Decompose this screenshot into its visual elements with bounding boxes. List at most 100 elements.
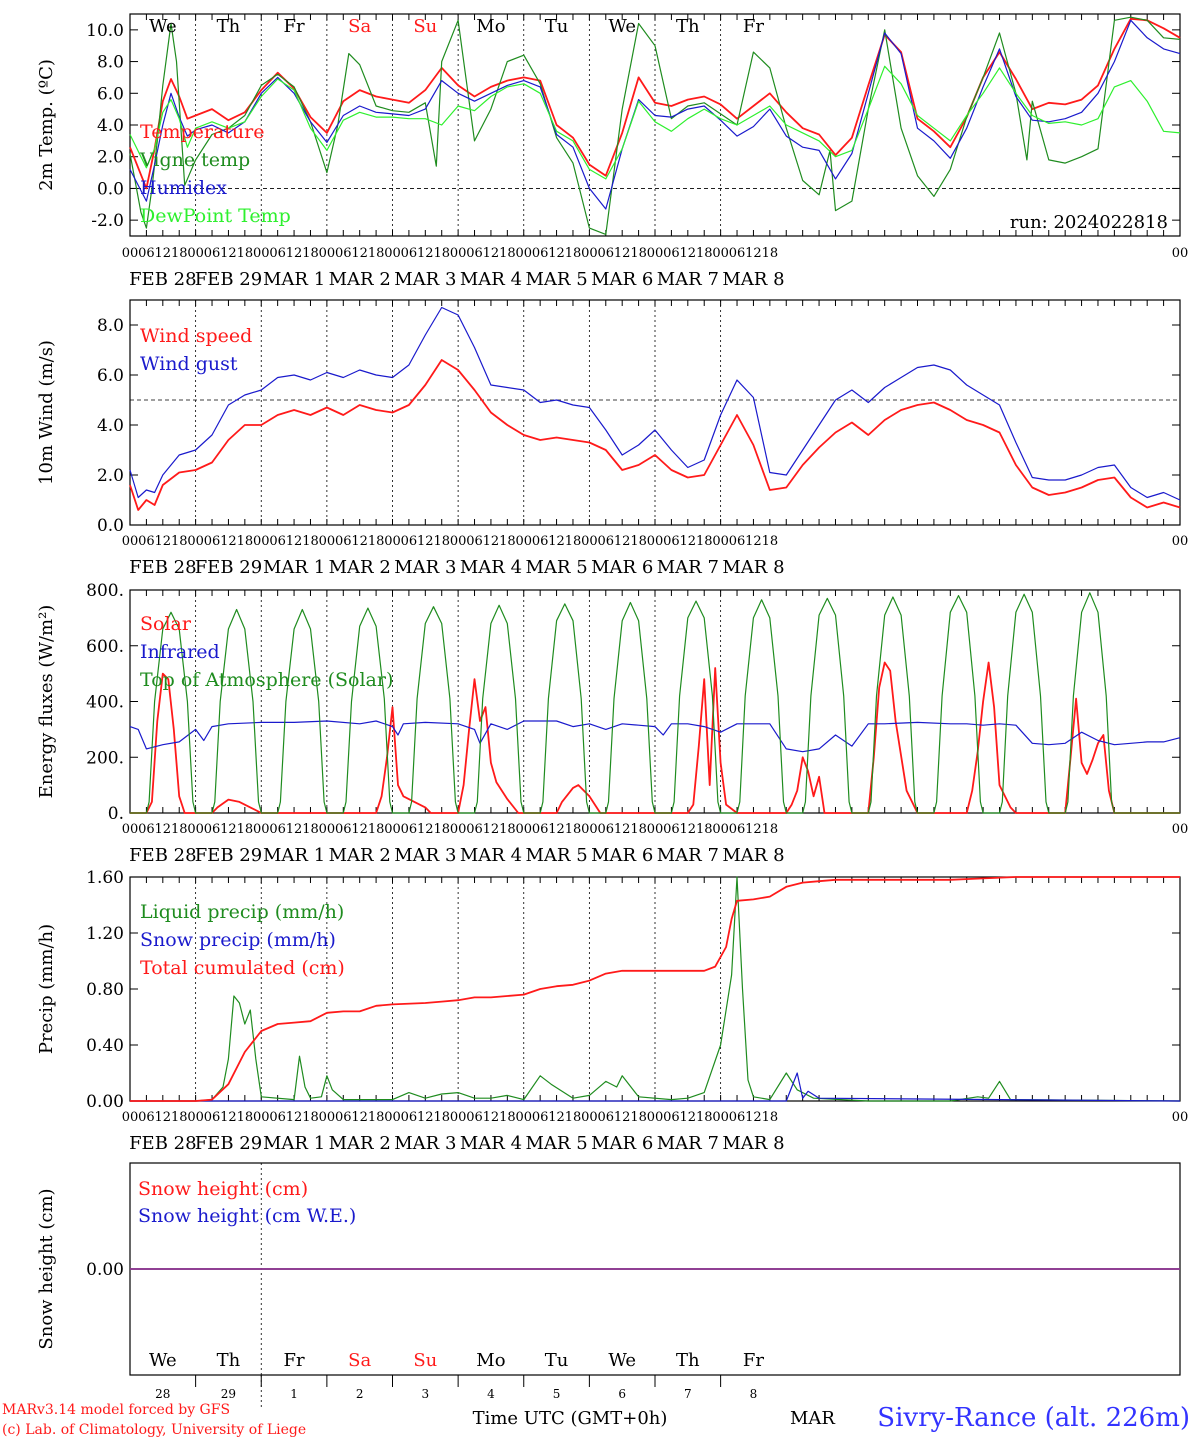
bottom-day-abbr: Tu [545,1350,569,1371]
temperature-ytick-label: 8.0 [97,53,124,73]
precip-ytick-label: 1.60 [86,868,124,888]
precip-hour-label: 12 [548,1110,565,1125]
energy-hour-label: 18 [237,822,254,837]
bottom-day-number: 8 [750,1387,758,1401]
energy-hour-label: 06 [532,822,549,837]
footer-credit-1: MARv3.14 model forced by GFS [2,1402,230,1418]
energy-hour-label: 12 [680,822,697,837]
energy-hour-label: 18 [171,822,188,837]
precip-hour-label: 06 [532,1110,549,1125]
energy-series-line [130,592,1180,814]
wind-ytick-label: 0.0 [97,516,124,536]
temperature-day-abbr: Su [413,16,437,37]
precip-hour-label: 06 [466,1110,483,1125]
precip-hour-label: 12 [680,1110,697,1125]
precip-date-label: MAR 8 [722,1133,784,1154]
temperature-date-label: FEB 28 [129,269,196,290]
energy-ylabel: Energy fluxes (W/m²) [36,605,57,799]
wind-legend-entry: Wind gust [140,353,238,375]
precip-hour-label: 00 [581,1110,598,1125]
bottom-day-number: 3 [421,1387,429,1401]
wind-hour-label: 00 [319,534,336,549]
precip-hour-label: 12 [220,1110,237,1125]
precip-hour-label: 06 [663,1110,680,1125]
precip-legend-entry: Snow precip (mm/h) [140,929,336,951]
temperature-hour-label: 06 [335,246,352,261]
footer-credit-2: (c) Lab. of Climatology, University of L… [2,1422,306,1438]
temperature-day-abbr: Th [676,16,700,37]
temperature-hour-label: 18 [565,246,582,261]
wind-hour-label: 00 [712,534,729,549]
precip-hour-label: 00 [712,1110,729,1125]
temperature-hour-label: 12 [155,246,172,261]
bottom-day-number: 6 [618,1387,626,1401]
temperature-hour-label: 00 [450,246,467,261]
temperature-day-abbr: Th [217,16,241,37]
precip-hour-label: 00 [253,1110,270,1125]
temperature-legend-entry: Temperature [140,121,264,143]
temperature-hour-label: 06 [401,246,418,261]
bottom-day-abbr: Th [217,1350,241,1371]
wind-date-label: MAR 2 [329,557,391,578]
footer-xlabel: Time UTC (GMT+0h) [473,1408,668,1429]
temperature-hour-label: 12 [286,246,303,261]
temperature-series-line [129,65,1181,180]
energy-hour-label: 00 [253,822,270,837]
temperature-legend-entry: Humidex [140,177,227,199]
wind-date-label: MAR 1 [263,557,325,578]
temperature-date-label: FEB 29 [195,269,262,290]
wind-hour-label: 12 [483,534,500,549]
temperature-ylabel: 2m Temp. (ºC) [36,59,57,191]
temperature-hour-label: 12 [220,246,237,261]
energy-hour-label: 06 [466,822,483,837]
wind-hour-label: 06 [401,534,418,549]
bottom-day-number: 4 [487,1387,495,1401]
precip-hour-label: 06 [401,1110,418,1125]
bottom-day-number: 5 [553,1387,561,1401]
wind-hour-label: 18 [565,534,582,549]
temperature-hour-label: 06 [269,246,286,261]
wind-date-label: MAR 4 [460,557,522,578]
temperature-hour-label: 12 [745,246,762,261]
temperature-day-abbr: Tu [545,16,569,37]
temperature-date-label: MAR 5 [525,269,587,290]
wind-hour-label: 12 [680,534,697,549]
energy-ytick-label: 0. [108,804,124,824]
energy-hour-label: 12 [351,822,368,837]
precip-hour-label: 18 [630,1110,647,1125]
temperature-day-abbr: We [149,16,177,37]
precip-hour-label: 18 [368,1110,385,1125]
precip-ytick-label: 0.40 [86,1036,124,1056]
wind-date-label: MAR 8 [722,557,784,578]
temperature-hour-label: 00 [253,246,270,261]
energy-date-label: MAR 6 [591,845,653,866]
precip-hour-label: 12 [286,1110,303,1125]
precip-date-label: MAR 6 [591,1133,653,1154]
energy-hour-label: 12 [483,822,500,837]
wind-hour-label: 06 [663,534,680,549]
bottom-day-abbr: Fr [743,1350,764,1371]
energy-hour-label: 18 [433,822,450,837]
temperature-hour-label: 18 [762,246,779,261]
precip-hour-label: 06 [204,1110,221,1125]
precip-date-label: MAR 7 [657,1133,719,1154]
precip-series-line [130,876,1180,1102]
precip-legend-entry: Total cumulated (cm) [140,957,345,979]
energy-date-label: MAR 1 [263,845,325,866]
temperature-day-abbr: Fr [284,16,305,37]
temperature-hour-label: 06 [532,246,549,261]
temperature-hour-label: 00 [1172,246,1189,261]
wind-hour-label: 12 [614,534,631,549]
temperature-date-label: MAR 1 [263,269,325,290]
temperature-ytick-label: -2.0 [91,211,124,231]
wind-hour-label: 06 [335,534,352,549]
energy-legend-entry: Solar [140,613,192,635]
precip-hour-label: 00 [384,1110,401,1125]
precip-hour-label: 18 [433,1110,450,1125]
energy-hour-label: 18 [696,822,713,837]
temperature-legend-entry: Vigne temp [139,149,250,171]
wind-ytick-label: 6.0 [97,366,124,386]
energy-legend-entry: Infrared [140,641,220,663]
wind-hour-label: 18 [762,534,779,549]
temperature-hour-label: 00 [712,246,729,261]
